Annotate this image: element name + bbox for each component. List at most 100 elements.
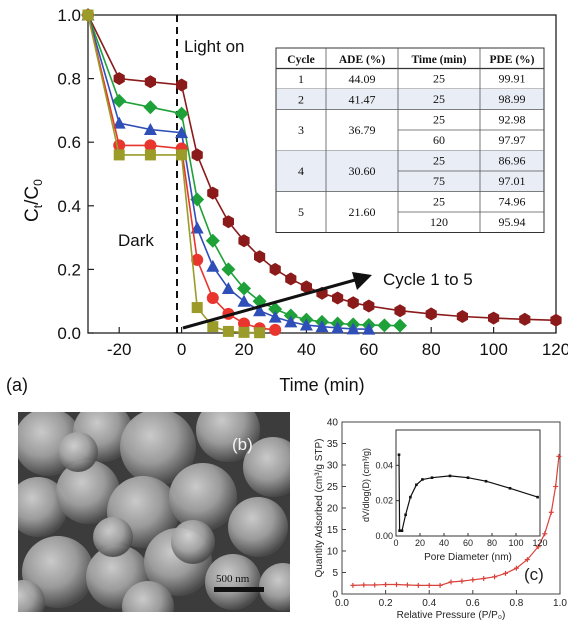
x-tick-label-inset: 60 (463, 538, 473, 548)
data-point-square (176, 149, 188, 161)
cycle-arrow-shaft (182, 278, 356, 330)
x-tick-label-a: 40 (297, 340, 316, 359)
series-cycle1 (82, 9, 266, 339)
data-point-triangle (221, 281, 235, 294)
data-point-square (207, 321, 219, 333)
table-cell-ade: 36.79 (349, 123, 376, 137)
data-point-hexagon (363, 299, 375, 313)
data-point-triangle (112, 116, 126, 129)
data-point-hexagon (425, 307, 437, 321)
plot-a-axes: -20 0 20 40 60 80 100 120 0.0 0.2 0.4 0.6 0.8 1.0 (57, 6, 568, 359)
table-cell-cycle: 1 (298, 72, 304, 86)
data-point-hexagon (144, 75, 156, 89)
y-tick-label-a: 1.0 (57, 6, 81, 25)
table-cell-pde: 98.99 (499, 92, 526, 106)
pore-distribution-point (400, 529, 404, 532)
plot-a-series (81, 8, 562, 339)
x-tick-label-a: 80 (422, 340, 441, 359)
y-tick-label-a: 0.2 (57, 260, 81, 279)
pore-distribution-point (508, 487, 512, 490)
table-cell-cycle: 2 (298, 92, 304, 106)
y-tick-label-c: 0 (332, 590, 338, 601)
table-cell-time: 75 (433, 174, 445, 188)
pore-distribution-point (398, 529, 401, 532)
data-point-triangle (237, 294, 251, 307)
data-point-triangle (362, 322, 376, 335)
table-cell-ade: 30.60 (349, 164, 376, 178)
pore-distribution-point (404, 513, 407, 517)
y-axis-label-c: Quantity Adsorbed (cm³/g STP) (314, 439, 325, 578)
data-point-diamond (221, 262, 236, 277)
data-point-hexagon (332, 291, 344, 305)
data-point-circle (238, 317, 250, 330)
pore-distribution-point (448, 474, 452, 478)
table-cell-pde: 86.96 (499, 154, 526, 168)
x-tick-label-c: 0.0 (335, 598, 349, 609)
series-line-cycle2 (87, 14, 276, 331)
x-tick-label-a: 100 (479, 340, 507, 359)
pore-distribution-point (409, 495, 412, 499)
data-point-diamond (205, 233, 220, 248)
scale-bar (214, 587, 264, 592)
table-cell-cycle: 4 (298, 164, 304, 178)
y-tick-label-c: 35 (327, 439, 339, 450)
table-header-cell: PDE (%) (489, 54, 534, 66)
x-axis-label-a: Time (min) (279, 375, 364, 395)
data-point-square (238, 326, 250, 338)
table-cell-time: 60 (433, 133, 445, 147)
data-point-hexagon (222, 215, 234, 229)
data-point-hexagon (238, 234, 250, 248)
x-tick-label-inset: 20 (415, 538, 425, 548)
data-point-diamond (174, 106, 189, 121)
table-cell-pde: 92.98 (499, 113, 526, 127)
inset-axes: 0 20 40 60 80 100 120 0.00 0.02 0.04 (375, 460, 547, 548)
table-header-cell: ADE (%) (339, 54, 385, 66)
x-tick-label-a: 20 (235, 340, 254, 359)
x-tick-label-a: 0 (177, 340, 186, 359)
table-cell-ade: 44.09 (349, 72, 376, 86)
pore-distribution-point (430, 476, 434, 479)
x-tick-label-c: 0.2 (379, 598, 393, 609)
data-point-circle (206, 292, 219, 305)
data-point-hexagon (456, 310, 468, 323)
table-row-shade (276, 89, 544, 110)
data-point-hexagon (394, 304, 406, 318)
inset-frame (395, 429, 541, 537)
data-point-hexagon (191, 148, 203, 162)
data-point-diamond (112, 93, 127, 108)
table-frame (275, 47, 545, 233)
pore-distribution-point (415, 483, 418, 487)
data-point-hexagon (285, 272, 297, 286)
x-tick-label-c: 0.4 (422, 598, 436, 609)
y-tick-label-a: 0.6 (57, 133, 81, 152)
x-tick-label-inset: 80 (487, 538, 497, 548)
data-point-square (222, 325, 234, 337)
y-tick-label-a: 0.4 (57, 197, 81, 216)
data-point-triangle (284, 315, 298, 328)
data-point-hexagon (176, 78, 188, 92)
y-tick-label-a: 0.8 (57, 70, 81, 89)
table-cell-pde: 74.96 (499, 195, 526, 209)
y-tick-label-c: 5 (332, 568, 338, 579)
data-point-hexagon (113, 72, 125, 86)
data-point-triangle (331, 321, 345, 334)
y-tick-label-c: 30 (327, 461, 339, 472)
data-point-triangle (346, 322, 360, 335)
table-cell-cycle: 5 (298, 205, 304, 219)
dark-label: Dark (118, 231, 154, 250)
table-cell-time: 120 (430, 215, 448, 229)
data-point-hexagon (300, 280, 312, 294)
data-point-circle (191, 253, 204, 266)
data-point-diamond (143, 100, 158, 115)
pore-distribution-point (421, 478, 424, 481)
pore-distribution-point (397, 453, 401, 457)
data-point-triangle (206, 259, 220, 272)
panel-b-label: (b) (232, 435, 253, 454)
data-point-circle (144, 139, 157, 152)
data-point-triangle (253, 304, 267, 317)
y-tick-label-c: 20 (327, 504, 339, 515)
data-point-hexagon (254, 250, 266, 264)
series-cycle5 (82, 8, 562, 327)
inset-series (397, 453, 539, 532)
